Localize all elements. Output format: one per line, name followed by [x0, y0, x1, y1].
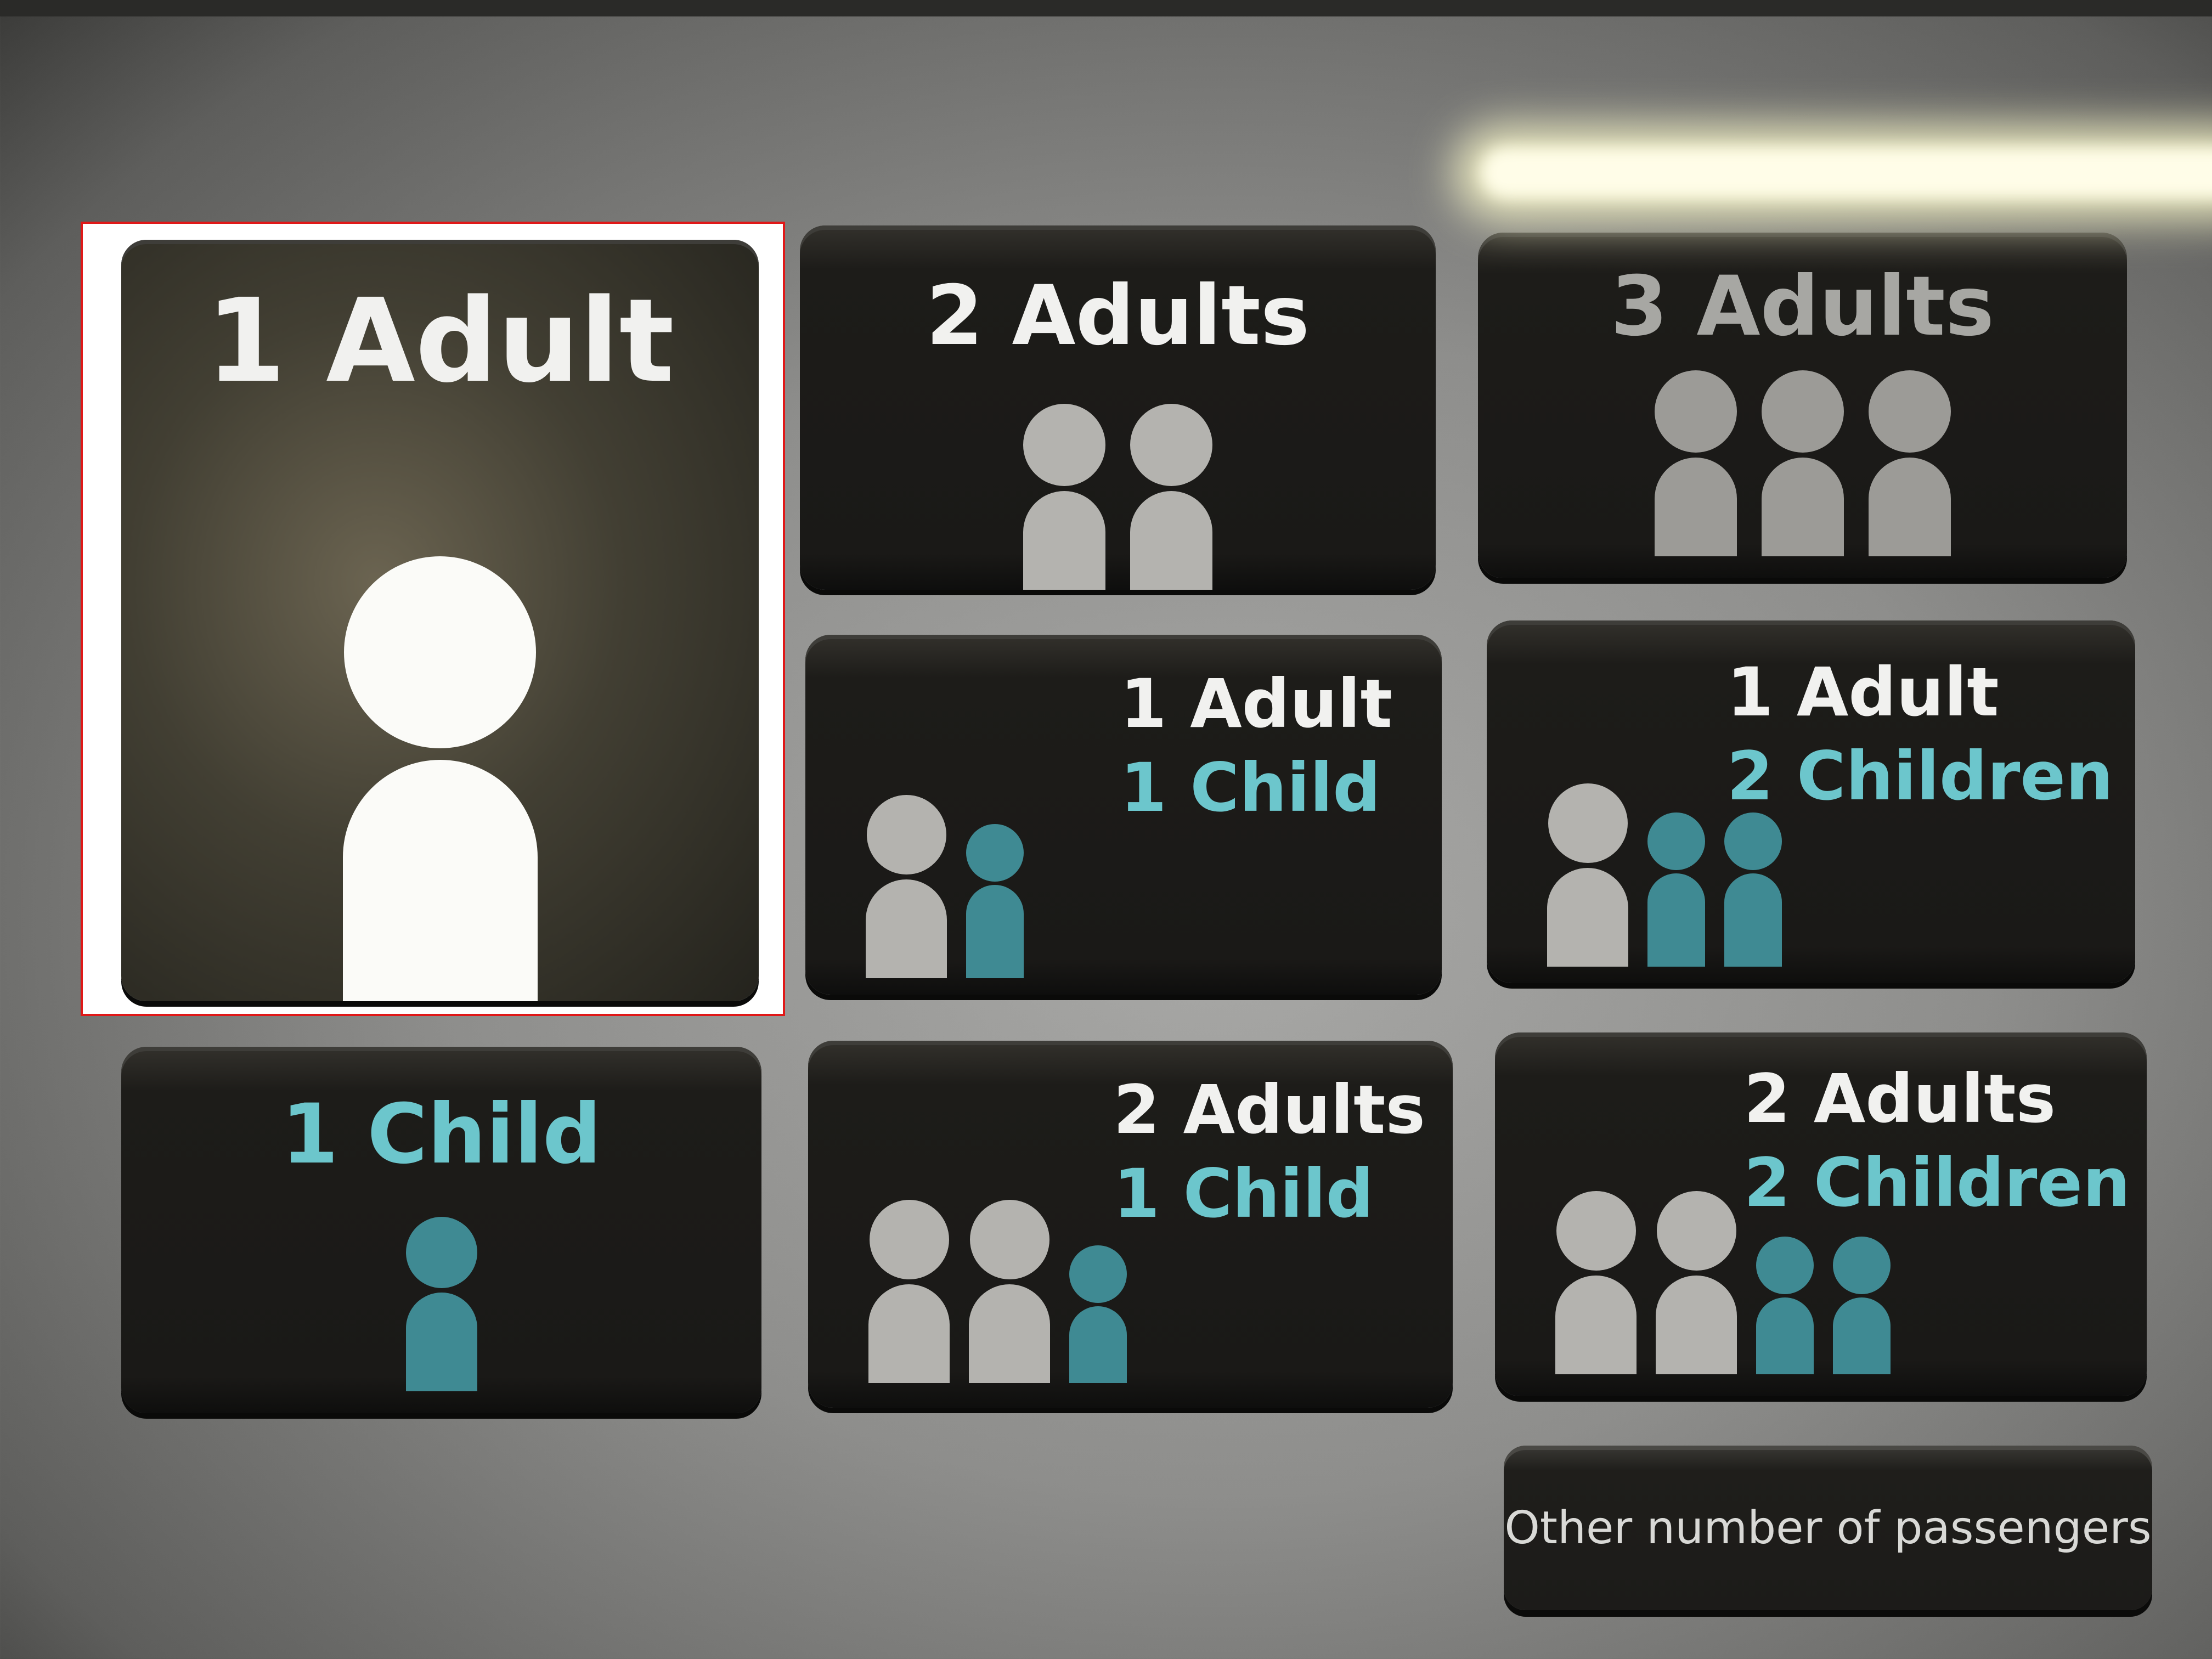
passenger-figures: [1555, 1191, 1891, 1374]
child-count-label: 1 Child: [1120, 748, 1381, 827]
adult-figure-icon: [969, 1200, 1050, 1383]
child-count-label: 1 Child: [281, 1087, 602, 1182]
passenger-figures: [868, 1200, 1127, 1383]
passenger-option-2a1c[interactable]: 2 Adults 1 Child: [808, 1041, 1453, 1408]
adult-count-label: 3 Adults: [1610, 259, 1995, 354]
other-passengers-label: Other number of passengers: [1504, 1502, 2152, 1554]
option-label: 1 Child: [121, 1093, 761, 1197]
screen-bezel: [0, 0, 2212, 16]
child-figure-icon: [1756, 1236, 1814, 1374]
adult-count-label: 1 Adult: [1120, 665, 1392, 743]
passenger-figures: [121, 556, 759, 1001]
passenger-figures: [800, 404, 1436, 590]
passenger-option-1c[interactable]: 1 Child: [121, 1047, 761, 1413]
adult-figure-icon: [868, 1200, 950, 1383]
adult-figure-icon: [866, 795, 947, 978]
option-label: 1 Adult 2 Children: [1727, 659, 2113, 826]
passenger-figures: [1478, 370, 2127, 556]
option-label: 3 Adults: [1478, 266, 2127, 369]
adult-figure-icon: [1547, 783, 1628, 967]
adult-figure-icon: [1023, 404, 1105, 590]
child-count-label: 2 Children: [1726, 737, 2113, 815]
child-count-label: 1 Child: [1113, 1154, 1374, 1233]
adult-figure-icon: [1555, 1191, 1637, 1374]
adult-count-label: 2 Adults: [1113, 1071, 1425, 1149]
passenger-option-2a2c[interactable]: 2 Adults 2 Children: [1495, 1032, 2147, 1396]
passenger-figures: [121, 1217, 761, 1391]
child-figure-icon: [1724, 812, 1782, 967]
child-figure-icon: [1647, 812, 1705, 967]
adult-count-label: 2 Adults: [1743, 1060, 2056, 1138]
passenger-option-1a1c[interactable]: 1 Adult 1 Child: [805, 635, 1442, 995]
adult-figure-icon: [1761, 370, 1844, 556]
option-label: 2 Adults 1 Child: [1113, 1076, 1425, 1244]
child-figure-icon: [405, 1217, 477, 1391]
child-figure-icon: [1833, 1236, 1891, 1374]
adult-figure-icon: [1868, 370, 1951, 556]
passenger-figures: [1547, 783, 1782, 967]
child-figure-icon: [966, 823, 1024, 978]
adult-figure-icon: [1656, 1191, 1737, 1374]
passenger-figures: [866, 795, 1024, 978]
passenger-option-1a[interactable]: 1 Adult: [121, 240, 759, 1001]
passenger-option-2a[interactable]: 2 Adults: [800, 225, 1436, 590]
adult-count-label: 1 Adult: [1726, 653, 1999, 731]
passenger-option-1a2c[interactable]: 1 Adult 2 Children: [1487, 620, 2135, 983]
adult-count-label: 1 Adult: [206, 274, 674, 408]
option-label: 2 Adults 2 Children: [1744, 1065, 2130, 1233]
option-label: 1 Adult 1 Child: [1120, 670, 1392, 838]
adult-figure-icon: [342, 556, 538, 1001]
child-count-label: 2 Children: [1743, 1143, 2130, 1222]
adult-figure-icon: [1654, 370, 1737, 556]
option-label: 1 Adult: [121, 284, 759, 428]
child-figure-icon: [1069, 1245, 1127, 1383]
screen-glare-core: [1481, 148, 2212, 198]
adult-count-label: 2 Adults: [926, 268, 1310, 364]
option-label: 2 Adults: [800, 275, 1436, 378]
adult-figure-icon: [1130, 404, 1212, 590]
passenger-option-3a[interactable]: 3 Adults: [1478, 233, 2127, 578]
other-passengers-button[interactable]: Other number of passengers: [1504, 1446, 2152, 1610]
